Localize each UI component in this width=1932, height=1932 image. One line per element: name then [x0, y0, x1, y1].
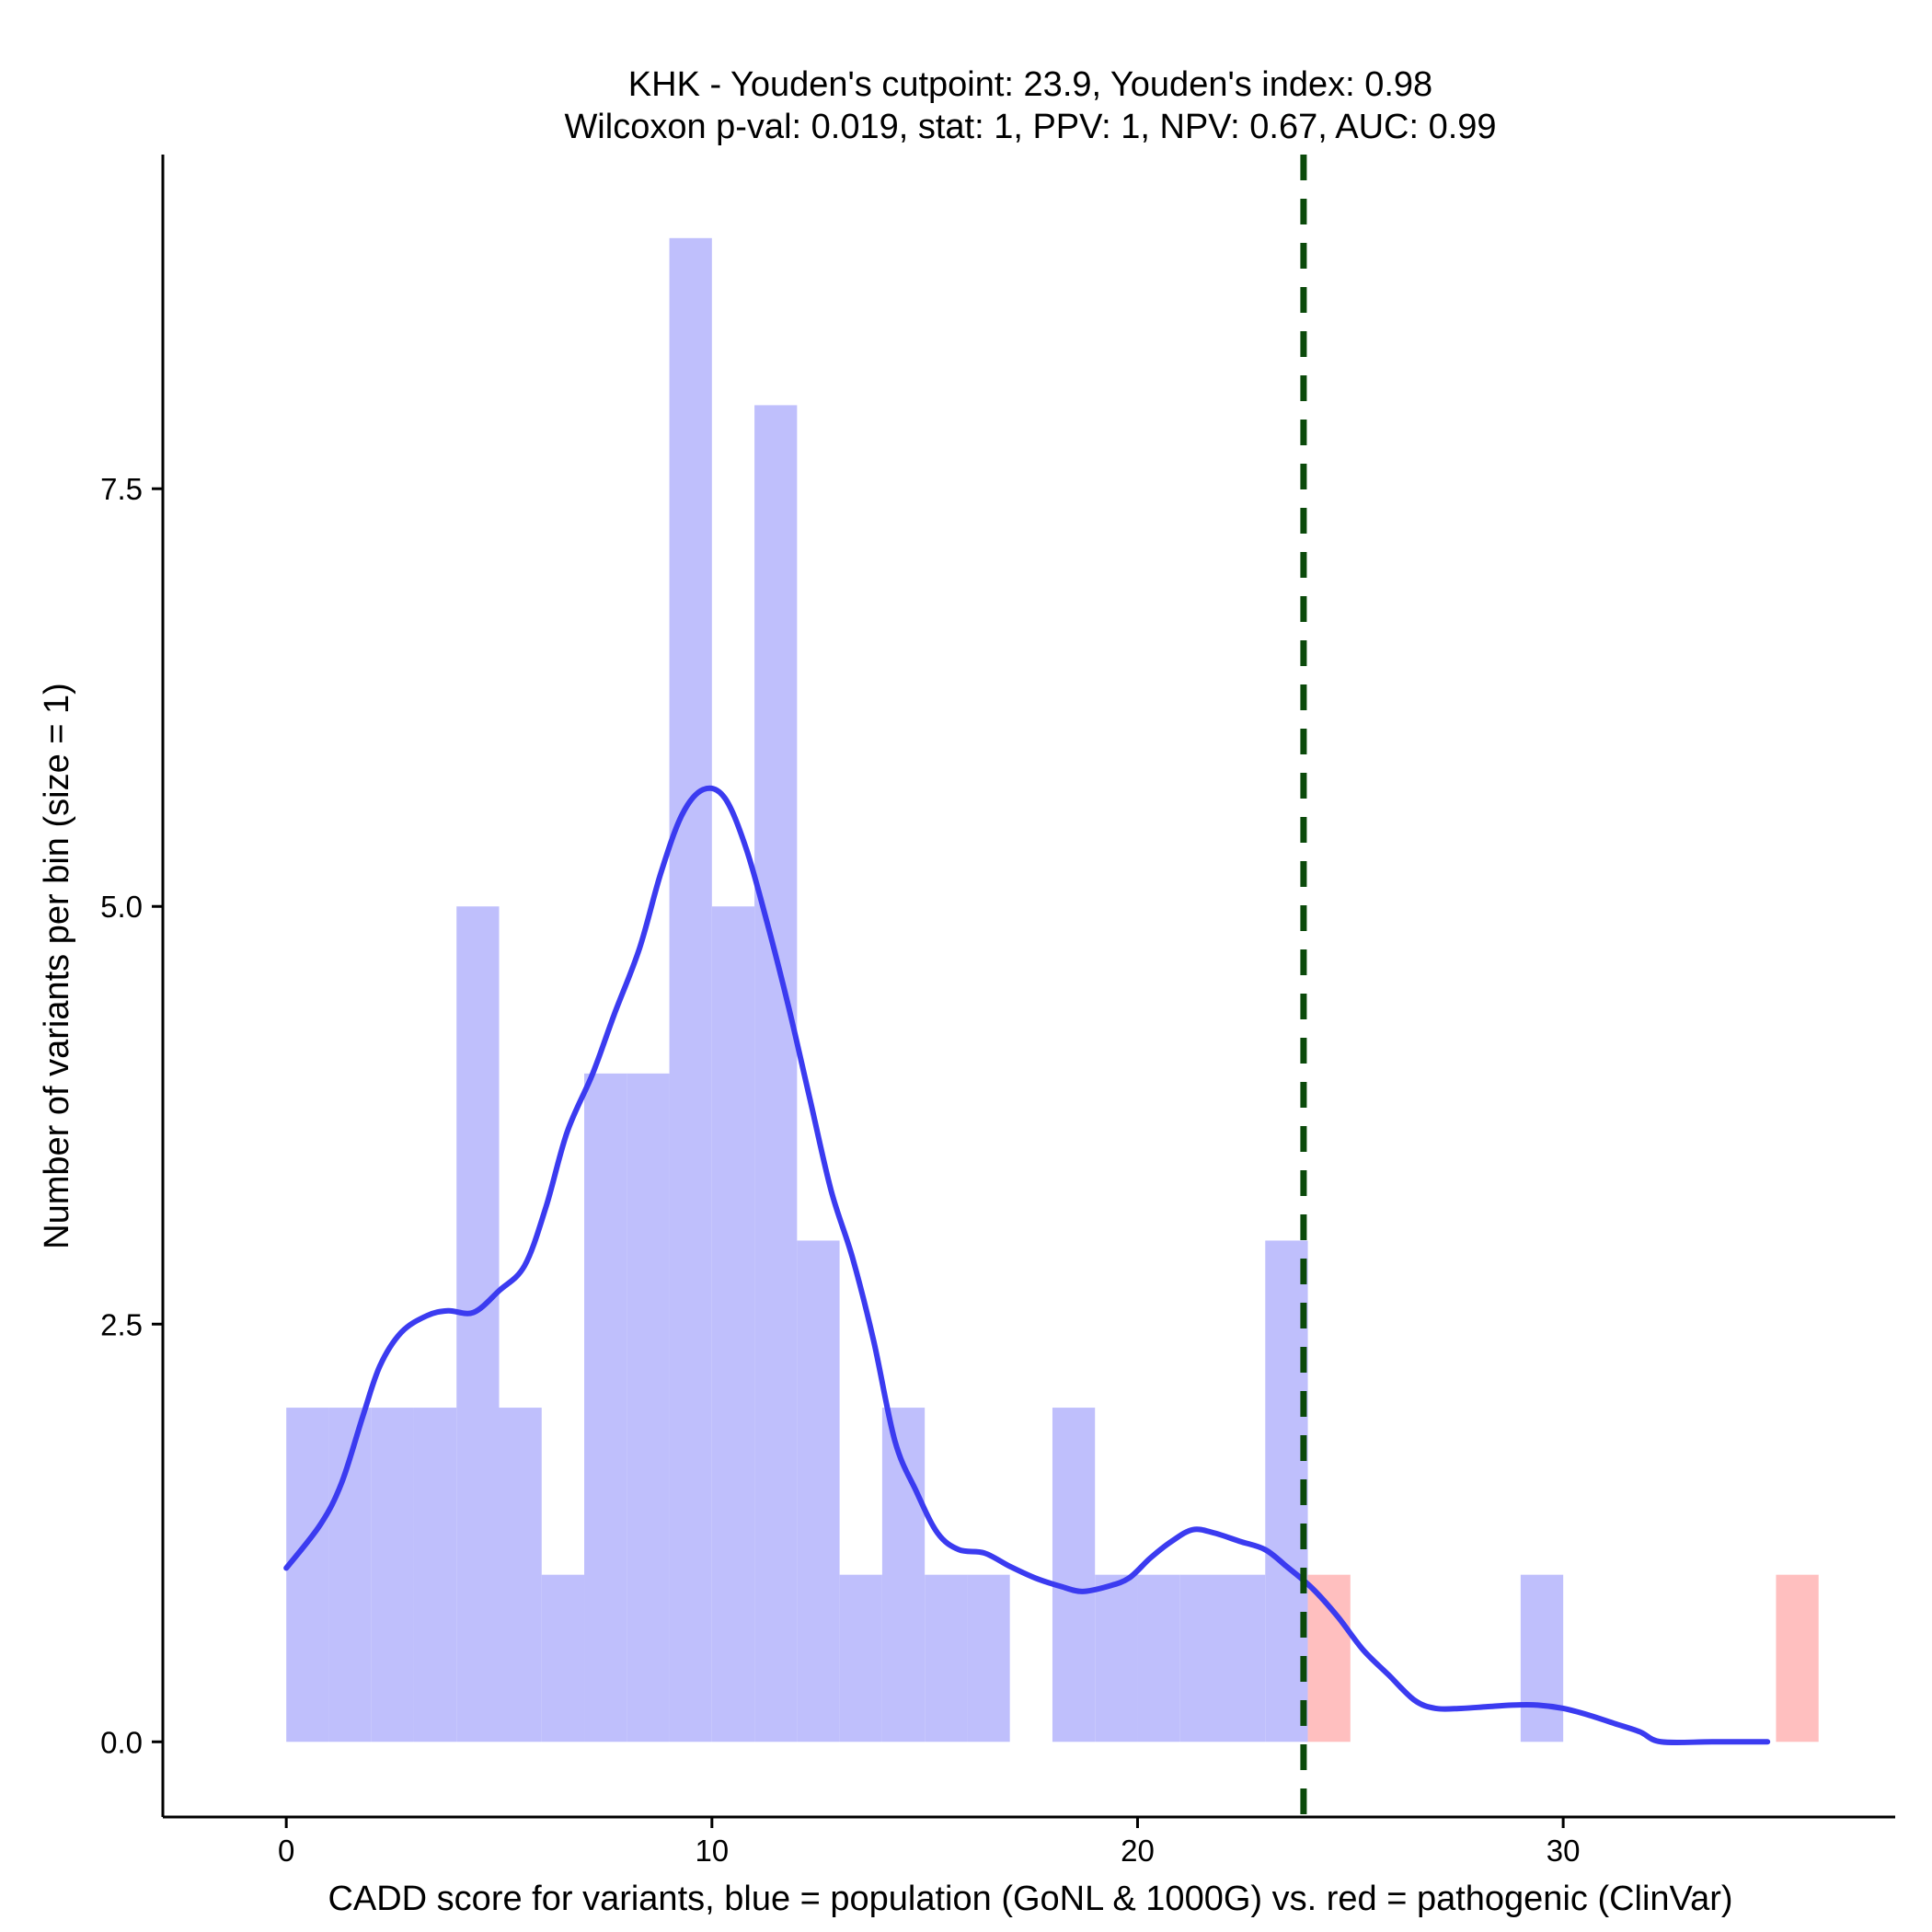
y-tick-label-2: 5.0	[100, 890, 143, 924]
bar-series1-bin1	[1776, 1574, 1819, 1742]
x-tick-label-3: 30	[1547, 1834, 1581, 1868]
bar-series0-bin0	[286, 1408, 329, 1742]
density-curve	[283, 785, 1771, 1746]
histogram-bars	[286, 237, 1819, 1742]
bar-series0-bin12	[797, 1240, 840, 1742]
chart-title-line-2: Wilcoxon p-val: 0.019, stat: 1, PPV: 1, …	[564, 108, 1496, 146]
bar-series0-bin15	[925, 1574, 968, 1742]
bar-series0-bin3	[413, 1408, 457, 1742]
x-tick-label-0: 0	[278, 1834, 294, 1868]
bar-series0-bin20	[1179, 1574, 1224, 1742]
x-tick-label-2: 20	[1121, 1834, 1155, 1868]
bar-series0-bin4	[456, 906, 500, 1742]
bar-series0-bin10	[711, 906, 755, 1742]
y-tick-label-1: 2.5	[100, 1307, 143, 1341]
bar-series0-bin17	[1052, 1408, 1096, 1742]
y-tick-label-3: 7.5	[100, 472, 143, 506]
bar-series0-bin21	[1223, 1574, 1266, 1742]
bar-series0-bin18	[1095, 1574, 1138, 1742]
bar-series0-bin7	[584, 1073, 627, 1742]
bar-series0-bin8	[627, 1073, 670, 1742]
bar-series0-bin23	[1520, 1574, 1564, 1742]
x-tick-label-1: 10	[695, 1834, 729, 1868]
bar-series0-bin19	[1137, 1574, 1180, 1742]
y-tick-label-0: 0.0	[100, 1725, 143, 1759]
bar-series0-bin2	[371, 1408, 414, 1742]
bar-series0-bin16	[967, 1574, 1010, 1742]
axes: 0 10 20 30 0.0 2.5 5.0 7.5	[100, 155, 1895, 1868]
chart-title-line-1: KHK - Youden's cutpoint: 23.9, Youden's …	[628, 65, 1432, 104]
bar-series0-bin6	[541, 1574, 585, 1742]
bar-series0-bin9	[669, 237, 712, 1742]
x-axis-label: CADD score for variants, blue = populati…	[328, 1880, 1732, 1918]
bar-series1-bin0	[1307, 1574, 1351, 1742]
bar-series0-bin13	[839, 1574, 882, 1742]
density-curve-layer	[283, 785, 1771, 1746]
bar-series0-bin5	[499, 1408, 542, 1742]
bar-series0-bin11	[754, 405, 798, 1742]
y-axis-label: Number of variants per bin (size = 1)	[38, 683, 76, 1249]
